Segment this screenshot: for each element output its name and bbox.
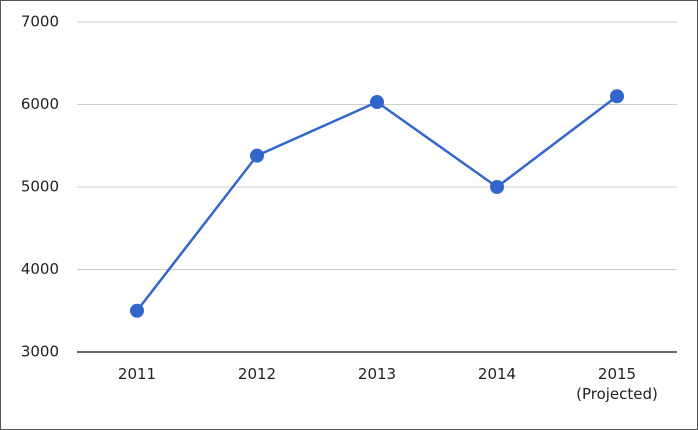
data-point xyxy=(610,89,624,104)
y-tick-label: 7000 xyxy=(21,13,59,31)
data-point xyxy=(130,303,144,318)
x-tick-label: 2014 xyxy=(477,365,517,383)
x-tick-label: 2011 xyxy=(117,365,157,383)
y-tick-label: 5000 xyxy=(21,178,59,196)
x-tick-label: 2013 xyxy=(357,365,397,383)
x-tick-label: 2012 xyxy=(237,365,277,383)
series-line xyxy=(136,95,618,312)
y-tick-label: 4000 xyxy=(21,260,59,278)
x-tick-label: 2015 (Projected) xyxy=(576,365,658,403)
data-point xyxy=(250,148,264,163)
y-tick-label: 6000 xyxy=(21,95,59,113)
data-point xyxy=(370,95,384,110)
y-tick-label: 3000 xyxy=(21,343,59,361)
data-point xyxy=(490,180,504,194)
